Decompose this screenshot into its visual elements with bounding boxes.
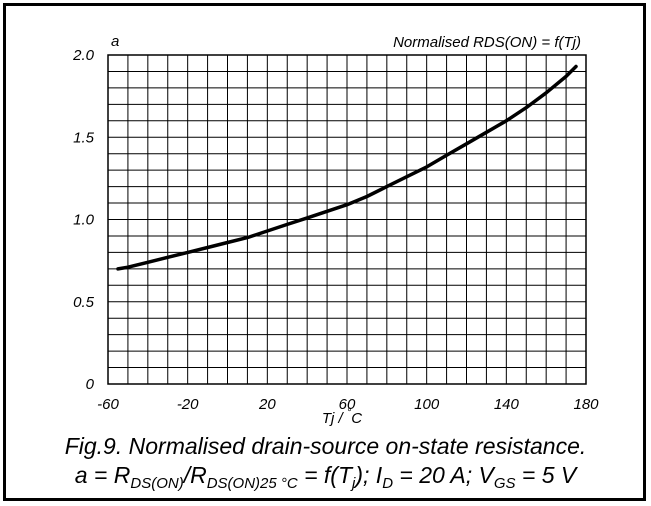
caption-sub-dson: DS(ON) [130, 475, 184, 492]
y-axis-label: a [111, 33, 119, 50]
figure-frame [3, 3, 646, 501]
x-axis-label-unit: C [351, 410, 362, 427]
x-tick-label: 180 [573, 396, 599, 413]
caption-a-eq: a = R [74, 462, 131, 488]
y-tick-label: 0 [86, 376, 95, 393]
figure-caption-title: Fig.9. Normalised drain-source on-state … [64, 433, 587, 459]
x-axis-label-main: Tj / [322, 410, 347, 427]
caption-id-val: = 20 A; V [393, 462, 494, 488]
x-axis-label: Tj / °C [322, 407, 362, 427]
caption-slash-r: /R [183, 462, 207, 488]
y-tick-label: 1.5 [73, 129, 95, 146]
y-tick-label: 1.0 [73, 212, 95, 229]
chart: 0 0.5 1.0 1.5 2.0 -60 -20 20 60 100 140 180 a Norm… [72, 33, 599, 427]
x-tick-label: 100 [414, 396, 440, 413]
x-tick-label: 140 [494, 396, 520, 413]
x-tick-label: -20 [177, 396, 199, 413]
caption-sub-j: j [352, 475, 356, 492]
plot-border [107, 54, 587, 385]
figure-caption-formula: a = RDS(ON)/RDS(ON)25 °C = f(Tj); ID = 2… [0, 461, 651, 498]
series [116, 64, 578, 271]
series-line [116, 64, 578, 271]
caption-eq-f: = f(T [297, 462, 353, 488]
y-tick-label: 2.0 [72, 47, 95, 64]
chart-title: Normalised RDS(ON) = f(Tj) [393, 34, 581, 51]
x-tick-labels: -60 -20 20 60 100 140 180 [97, 396, 599, 413]
grid [107, 54, 587, 385]
caption-sub-dson25: DS(ON)25 °C [206, 475, 298, 492]
y-tick-labels: 0 0.5 1.0 1.5 2.0 [72, 47, 95, 393]
x-axis-label-degree: ° [347, 407, 352, 419]
caption-sub-d: D [382, 475, 394, 492]
y-tick-label: 0.5 [73, 294, 95, 311]
x-tick-label: 60 [339, 396, 356, 413]
caption-sub-gs: GS [493, 475, 516, 492]
x-tick-label: 20 [258, 396, 276, 413]
caption-vgs-val: = 5 V [515, 462, 577, 488]
x-tick-label: -60 [97, 396, 119, 413]
caption-id: ); I [355, 462, 383, 488]
